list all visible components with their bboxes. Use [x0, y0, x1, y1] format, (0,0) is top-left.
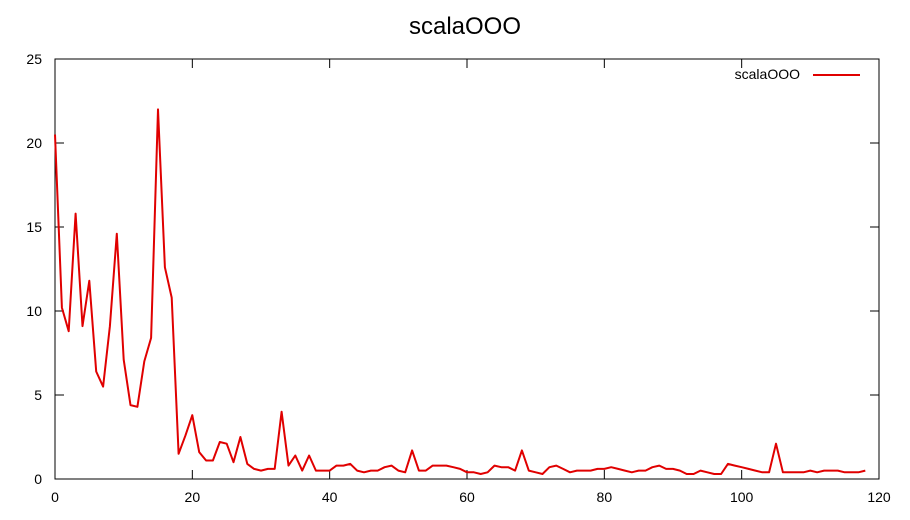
- x-tick-label: 0: [51, 489, 59, 505]
- y-tick-label: 5: [34, 387, 42, 403]
- series-layer: [54, 108, 866, 475]
- legend: scalaOOO: [735, 66, 860, 82]
- y-tick-label: 10: [26, 303, 42, 319]
- y-tick-label: 15: [26, 219, 42, 235]
- chart-title: scalaOOO: [409, 13, 521, 40]
- series-line-0: [54, 108, 866, 475]
- x-tick-label: 20: [185, 489, 201, 505]
- y-tick-label: 25: [26, 51, 42, 67]
- y-tick-label: 0: [34, 471, 42, 487]
- x-tick-label: 120: [867, 489, 891, 505]
- legend-label: scalaOOO: [735, 66, 800, 82]
- y-tick-label: 20: [26, 135, 42, 151]
- x-tick-label: 60: [459, 489, 475, 505]
- x-tick-label: 80: [597, 489, 613, 505]
- x-tick-label: 100: [730, 489, 754, 505]
- x-tick-label: 40: [322, 489, 338, 505]
- plot-frame: [54, 58, 880, 480]
- axis-ticks: 0 20 40 60 80 100 120 0 5 10 15 20 25: [26, 51, 890, 505]
